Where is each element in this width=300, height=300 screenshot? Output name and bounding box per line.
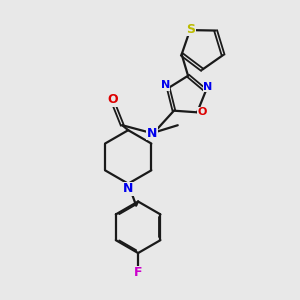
Text: N: N (147, 127, 157, 140)
Text: S: S (187, 22, 196, 36)
Text: N: N (123, 182, 134, 195)
Text: N: N (203, 82, 212, 92)
Text: O: O (107, 93, 118, 106)
Text: O: O (197, 107, 207, 117)
Text: N: N (161, 80, 170, 90)
Text: F: F (134, 266, 142, 279)
